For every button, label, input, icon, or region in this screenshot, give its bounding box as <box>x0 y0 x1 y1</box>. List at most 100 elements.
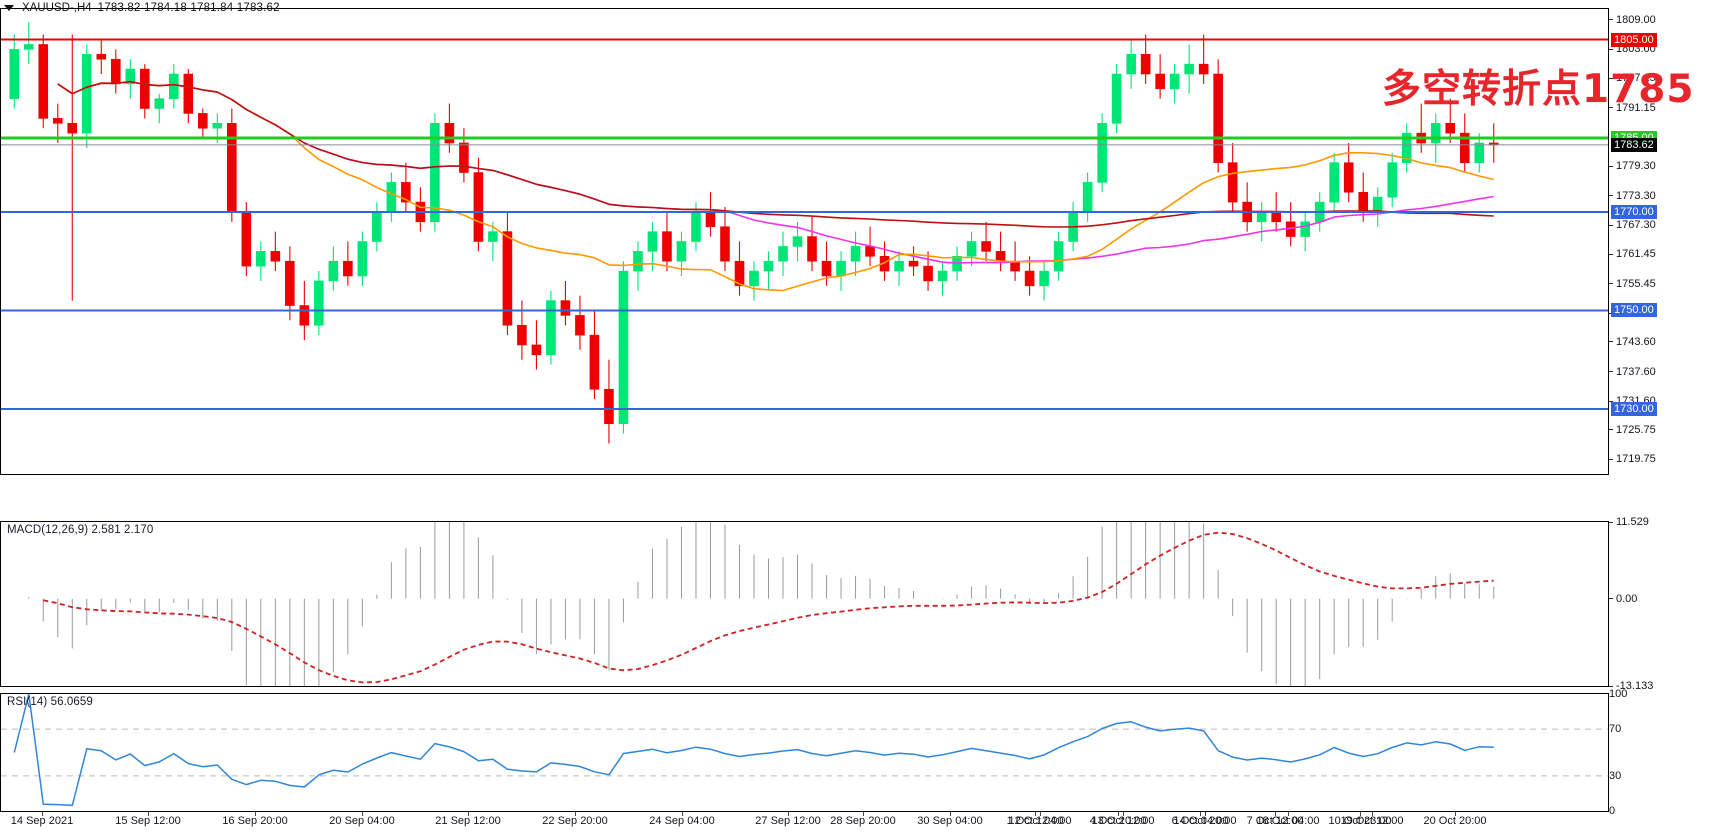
support-1730-tag[interactable]: 1730.00 <box>1611 401 1657 416</box>
price-tick-label: 1767.30 <box>1616 219 1656 232</box>
candle-body <box>81 54 92 134</box>
symbol-label: XAUUSD-,H4 <box>22 2 92 14</box>
rsi-scale[interactable]: 100 70 30 0 <box>1609 688 1723 817</box>
macd-panel[interactable]: MACD(12,26,9) 2.581 2.170 <box>0 521 1609 687</box>
rsi-tick: 100 <box>1609 688 1627 701</box>
rsi-plot-area[interactable] <box>1 694 1608 811</box>
candle <box>908 246 919 276</box>
candle <box>110 49 121 94</box>
ma-magenta-line <box>57 80 1494 264</box>
candle <box>473 157 484 252</box>
candle <box>1184 44 1194 94</box>
price-tick-label: 1743.60 <box>1616 335 1656 348</box>
rsi-panel[interactable]: RSI(14) 56.0659 <box>0 693 1609 812</box>
candle <box>401 162 411 212</box>
time-tick-mark <box>468 812 469 816</box>
macd-tick: 11.529 <box>1609 516 1649 529</box>
time-axis[interactable]: 14 Sep 2021 15 Sep 12:00 16 Sep 20:00 20 Se… <box>0 812 1609 833</box>
price-tick: 1797.15 <box>1609 72 1656 85</box>
macd-scale[interactable]: 11.529 0.00 -13.133 <box>1609 516 1723 692</box>
candle <box>894 251 904 286</box>
time-tick-mark <box>255 812 256 816</box>
candle <box>662 211 672 272</box>
candle-body <box>850 246 861 262</box>
candle <box>1256 202 1267 242</box>
price-scale[interactable]: 1809.00 1803.00 1797.15 1791.15 1779.30 1773.… <box>1609 8 1723 475</box>
candle-body <box>720 226 730 262</box>
candle <box>778 231 788 276</box>
support-1750-tag[interactable]: 1750.00 <box>1611 303 1657 318</box>
candle <box>38 34 49 129</box>
candle <box>1387 152 1398 208</box>
price-tick: 1779.30 <box>1609 160 1656 173</box>
time-axis-label: 6 Oct 04:00 <box>1171 815 1229 827</box>
price-chart-panel[interactable] <box>0 8 1609 475</box>
price-tick: 1737.60 <box>1609 365 1656 378</box>
candle <box>9 34 20 109</box>
candle <box>604 359 614 444</box>
candle-body <box>52 118 63 124</box>
candle-body <box>676 241 687 262</box>
candle <box>227 108 237 222</box>
candle <box>502 211 513 336</box>
price-plot-area[interactable] <box>1 9 1608 474</box>
time-axis-label: 15 Sep 12:00 <box>115 815 181 827</box>
candle-body <box>966 241 977 257</box>
tick-dash <box>1609 283 1613 285</box>
candle <box>459 128 469 183</box>
rsi-label: RSI(14) 56.0659 <box>7 696 93 708</box>
rsi-svg <box>1 694 1608 807</box>
ohlc-values: 1783.82 1784.18 1781.84 1783.62 <box>97 2 280 14</box>
time-tick-mark <box>950 812 951 816</box>
candle <box>430 113 440 232</box>
candle <box>589 310 600 400</box>
resistance-1805-tag[interactable]: 1805.00 <box>1611 32 1657 47</box>
tick-dash <box>1609 107 1613 109</box>
time-tick-mark <box>1288 812 1289 816</box>
macd-tick-label: -13.133 <box>1616 680 1654 692</box>
candle <box>125 59 136 99</box>
time-axis-label: 14 Sep 2021 <box>10 815 74 827</box>
candle <box>981 221 991 262</box>
tick-dash <box>1609 341 1613 343</box>
price-tick-label: 1719.75 <box>1616 453 1656 466</box>
time-tick-mark <box>1275 812 1276 816</box>
candle-body <box>1082 182 1093 213</box>
candle <box>1329 152 1339 212</box>
candle-body <box>618 270 629 425</box>
price-tick: 1791.15 <box>1609 101 1656 114</box>
price-tick-label: 1779.30 <box>1616 160 1656 173</box>
triangle-down-icon[interactable] <box>4 5 14 11</box>
candle-body <box>865 246 875 257</box>
candle-body <box>778 246 788 262</box>
tick-dash <box>1609 371 1613 373</box>
candle <box>1097 113 1107 193</box>
macd-plot-area[interactable] <box>1 522 1608 686</box>
candle <box>1198 34 1209 84</box>
candle <box>1343 142 1354 203</box>
candle <box>1474 133 1485 173</box>
candle <box>1039 261 1049 301</box>
time-axis-label: 30 Sep 04:00 <box>917 815 983 827</box>
candle-body <box>241 211 252 267</box>
candle-body <box>430 122 440 223</box>
candle-body <box>372 211 382 242</box>
time-axis-label: 20 Sep 04:00 <box>329 815 395 827</box>
candle-body <box>139 68 150 109</box>
candle-body <box>792 236 803 247</box>
candle-body <box>662 231 672 262</box>
support-1770-tag[interactable]: 1770.00 <box>1611 204 1657 219</box>
time-tick-mark <box>148 812 149 816</box>
candle <box>1459 113 1470 173</box>
candle <box>647 221 658 272</box>
time-tick-mark <box>1205 812 1206 816</box>
current-price-tag: 1783.62 <box>1611 137 1657 152</box>
candle <box>618 261 629 434</box>
candle-body <box>154 98 165 109</box>
candle-body <box>110 58 121 85</box>
time-tick-mark <box>1118 812 1119 816</box>
tick-dash <box>1609 521 1613 523</box>
tick-dash <box>1609 458 1613 460</box>
candle-body <box>575 315 585 336</box>
